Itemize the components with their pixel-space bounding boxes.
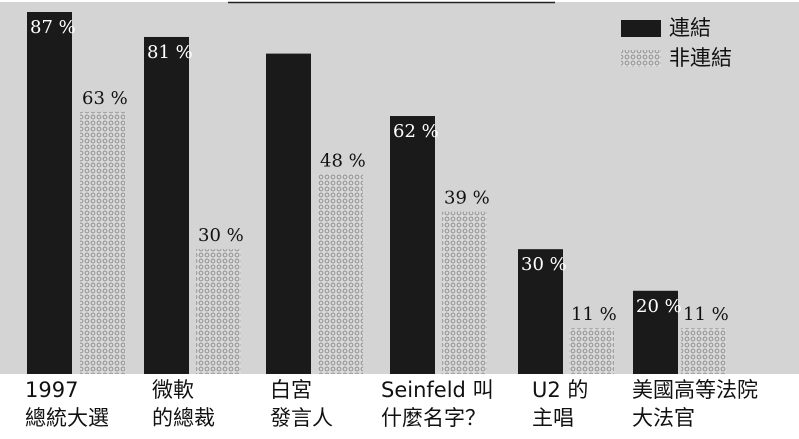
data-label-linked: 62 % (393, 121, 439, 142)
legend-swatch-linked (621, 20, 661, 37)
data-label-not-linked: 30 % (198, 225, 244, 246)
data-label-not-linked: 48 % (320, 150, 366, 171)
bar-linked (518, 249, 563, 374)
bar-not-linked (681, 328, 726, 374)
legend-swatch-not-linked (621, 50, 661, 67)
category-label: 主唱 (532, 406, 574, 430)
category-label: 什麼名字？ (381, 406, 486, 430)
category-label: 微軟 (152, 378, 194, 402)
category-label: 大法官 (632, 406, 695, 430)
data-label-linked: 20 % (636, 296, 682, 317)
data-label-not-linked: 11 % (683, 304, 729, 325)
data-label-linked: 30 % (521, 254, 567, 275)
legend-label-linked: 連結 (669, 16, 711, 40)
category-label: U2 的 (532, 378, 588, 402)
bar-not-linked (318, 174, 363, 374)
category-label: 1997 (25, 378, 78, 402)
bar-linked (390, 116, 435, 375)
bar-linked (633, 290, 678, 374)
legend-label-not-linked: 非連結 (669, 46, 732, 70)
category-label: 的總裁 (152, 406, 215, 430)
bar-not-linked (80, 111, 125, 375)
data-label-linked: 87 % (30, 17, 76, 38)
category-label: 發言人 (270, 406, 333, 430)
data-label-not-linked: 63 % (82, 88, 128, 109)
data-label-not-linked: 11 % (571, 304, 617, 325)
category-label: 總統大選 (25, 406, 109, 430)
bar-linked (144, 36, 189, 375)
bar-linked (266, 53, 311, 375)
bar-not-linked (442, 211, 487, 374)
category-label: Seinfeld 叫 (381, 378, 494, 402)
bar-linked (27, 12, 72, 374)
category-label: 白宮 (270, 378, 312, 402)
bar-not-linked (569, 328, 614, 374)
category-label: 美國高等法院 (632, 378, 758, 402)
top-decoration (0, 0, 799, 2)
bar-not-linked (196, 249, 241, 374)
data-label-not-linked: 39 % (444, 188, 490, 209)
data-label-linked: 81 % (147, 42, 193, 63)
